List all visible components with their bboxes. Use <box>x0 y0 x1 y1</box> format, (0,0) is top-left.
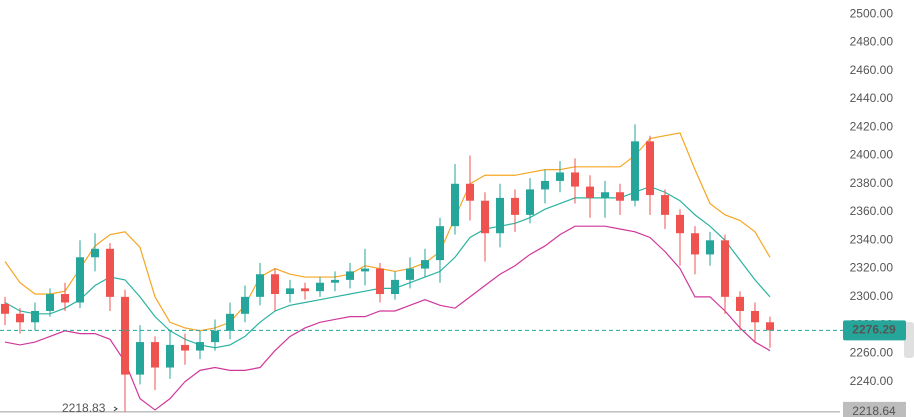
candle-body <box>271 274 279 295</box>
low-axis-label: 2218.64 <box>852 404 896 417</box>
y-tick-label: 2260.00 <box>850 346 894 360</box>
y-tick-label: 2300.00 <box>850 289 894 303</box>
candle-body <box>556 172 564 181</box>
candle-body <box>316 282 324 292</box>
band-line <box>4 185 771 349</box>
low-marker-label: 2218.83 <box>62 401 106 415</box>
candle-body <box>571 172 579 187</box>
candle-body <box>736 296 744 311</box>
candle-body <box>631 141 639 201</box>
candle-body <box>46 294 54 311</box>
candle-body <box>421 260 429 269</box>
candle-body <box>466 183 474 201</box>
candle-body <box>646 141 654 196</box>
scroll-handle[interactable] <box>904 322 914 358</box>
candle-body <box>586 186 594 198</box>
y-tick-label: 2440.00 <box>850 91 894 105</box>
candle-body <box>76 257 84 303</box>
candle-body <box>31 310 39 323</box>
candle-body <box>106 248 114 297</box>
y-tick-label: 2500.00 <box>850 6 894 20</box>
candle-body <box>691 233 699 255</box>
candle-body <box>331 279 339 283</box>
candle-body <box>166 344 174 368</box>
band-line <box>4 132 771 332</box>
candle-body <box>526 189 534 215</box>
candle-body <box>241 296 249 314</box>
last-price-tag <box>843 320 906 341</box>
candle-body <box>136 342 144 375</box>
candle-body <box>91 248 99 258</box>
y-tick-label: 2320.00 <box>850 261 894 275</box>
candle-body <box>286 288 294 295</box>
low-marker-arrow <box>113 406 118 412</box>
candle-body <box>196 342 204 351</box>
candle-body <box>211 330 219 343</box>
band-line <box>4 225 771 411</box>
candle-body <box>121 296 129 375</box>
candle-body <box>361 268 369 272</box>
candle-body <box>661 195 669 215</box>
candle-body <box>301 288 309 292</box>
candle-body <box>751 310 759 323</box>
y-tick-label: 2480.00 <box>850 35 894 49</box>
candle-body <box>706 240 714 255</box>
candle-body <box>676 214 684 234</box>
candle-body <box>541 180 549 190</box>
last-price-label: 2276.29 <box>852 323 896 337</box>
candle-body <box>376 268 384 295</box>
candle-body <box>451 183 459 227</box>
low-axis-tag <box>843 401 906 417</box>
candle-body <box>61 294 69 303</box>
candle-body <box>721 240 729 297</box>
candle-body <box>496 197 504 234</box>
candle-body <box>391 279 399 295</box>
candle-body <box>181 344 189 351</box>
y-tick-label: 2400.00 <box>850 148 894 162</box>
y-tick-label: 2240.00 <box>850 374 894 388</box>
candle-body <box>481 200 489 234</box>
candle-body <box>511 197 519 215</box>
candle-body <box>256 274 264 297</box>
y-tick-label: 2360.00 <box>850 204 894 218</box>
y-tick-label: 2420.00 <box>850 119 894 133</box>
candle-body <box>436 226 444 261</box>
candle-body <box>226 313 234 331</box>
candle-body <box>346 271 354 280</box>
candle-body <box>406 268 414 280</box>
y-tick-label: 2380.00 <box>850 176 894 190</box>
y-tick-label: 2340.00 <box>850 232 894 246</box>
candle-body <box>151 342 159 368</box>
y-tick-label: 2460.00 <box>850 63 894 77</box>
candle-body <box>616 192 624 201</box>
candle-body <box>1 303 9 314</box>
candle-body <box>601 192 609 198</box>
candle-body <box>16 313 24 323</box>
candle-body <box>766 322 774 331</box>
